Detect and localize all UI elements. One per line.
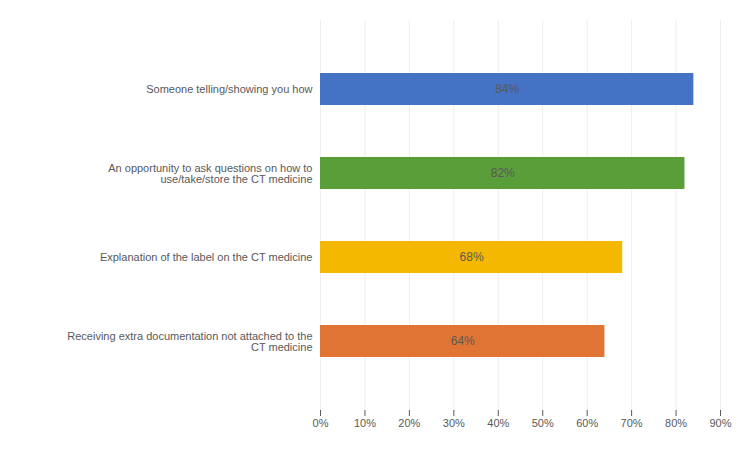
svg-text:68%: 68% (460, 250, 484, 264)
svg-text:70%: 70% (621, 417, 643, 429)
svg-text:40%: 40% (487, 417, 509, 429)
svg-text:0%: 0% (313, 417, 329, 429)
svg-text:An opportunity to ask question: An opportunity to ask questions on how t… (108, 162, 312, 185)
svg-text:10%: 10% (354, 417, 376, 429)
svg-text:84%: 84% (495, 82, 519, 96)
svg-text:82%: 82% (491, 166, 515, 180)
svg-text:50%: 50% (532, 417, 554, 429)
svg-text:Explanation of the label on th: Explanation of the label on the CT medic… (100, 251, 313, 263)
svg-text:60%: 60% (576, 417, 598, 429)
svg-text:Someone telling/showing you ho: Someone telling/showing you how (146, 83, 312, 95)
svg-text:90%: 90% (709, 417, 731, 429)
svg-text:80%: 80% (665, 417, 687, 429)
svg-text:30%: 30% (443, 417, 465, 429)
svg-text:Receiving extra documentation: Receiving extra documentation not attach… (67, 330, 312, 353)
svg-text:20%: 20% (398, 417, 420, 429)
svg-text:64%: 64% (451, 334, 475, 348)
